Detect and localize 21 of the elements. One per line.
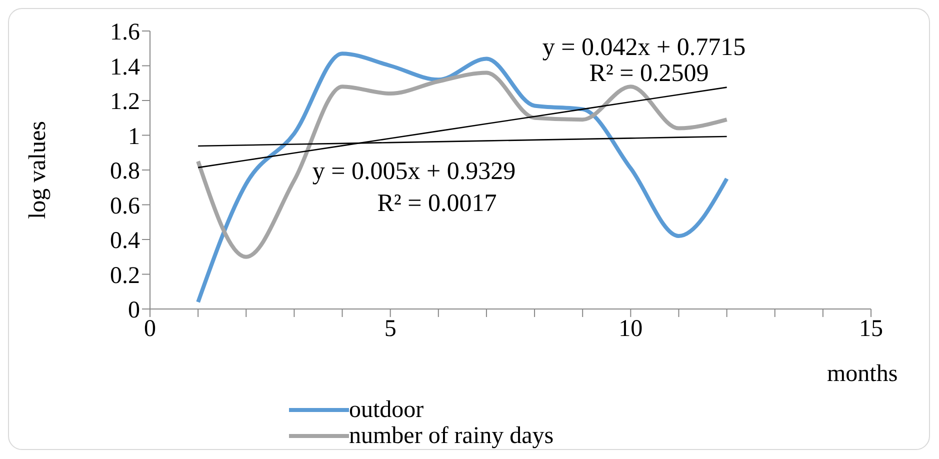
legend-label: outdoor <box>349 397 424 423</box>
x-tick-label: 10 <box>618 316 643 342</box>
legend-label: number of rainy days <box>349 423 554 449</box>
y-tick-label: 0 <box>128 298 140 324</box>
y-tick-label: 1.6 <box>110 20 140 46</box>
y-tick-label: 0.2 <box>110 262 140 289</box>
y-tick-label: 1.4 <box>110 54 140 80</box>
x-tick-label: 0 <box>144 316 156 342</box>
x-axis-title: months <box>827 361 898 388</box>
x-tick-label: 15 <box>859 316 883 342</box>
y-tick-label: 0.8 <box>110 158 140 185</box>
annotation: y = 0.005x + 0.9329 <box>312 158 516 185</box>
annotation: R² = 0.0017 <box>377 190 497 217</box>
annotation: R² = 0.2509 <box>589 60 709 87</box>
y-tick-label: 0.6 <box>110 193 140 220</box>
x-tick-label: 5 <box>384 316 396 342</box>
y-tick-label: 1 <box>128 124 140 150</box>
y-tick-label: 0.4 <box>110 228 140 254</box>
y-tick-label: 1.2 <box>110 89 140 116</box>
annotation: y = 0.042x + 0.7715 <box>542 34 746 61</box>
y-axis-title: log values <box>25 121 51 219</box>
